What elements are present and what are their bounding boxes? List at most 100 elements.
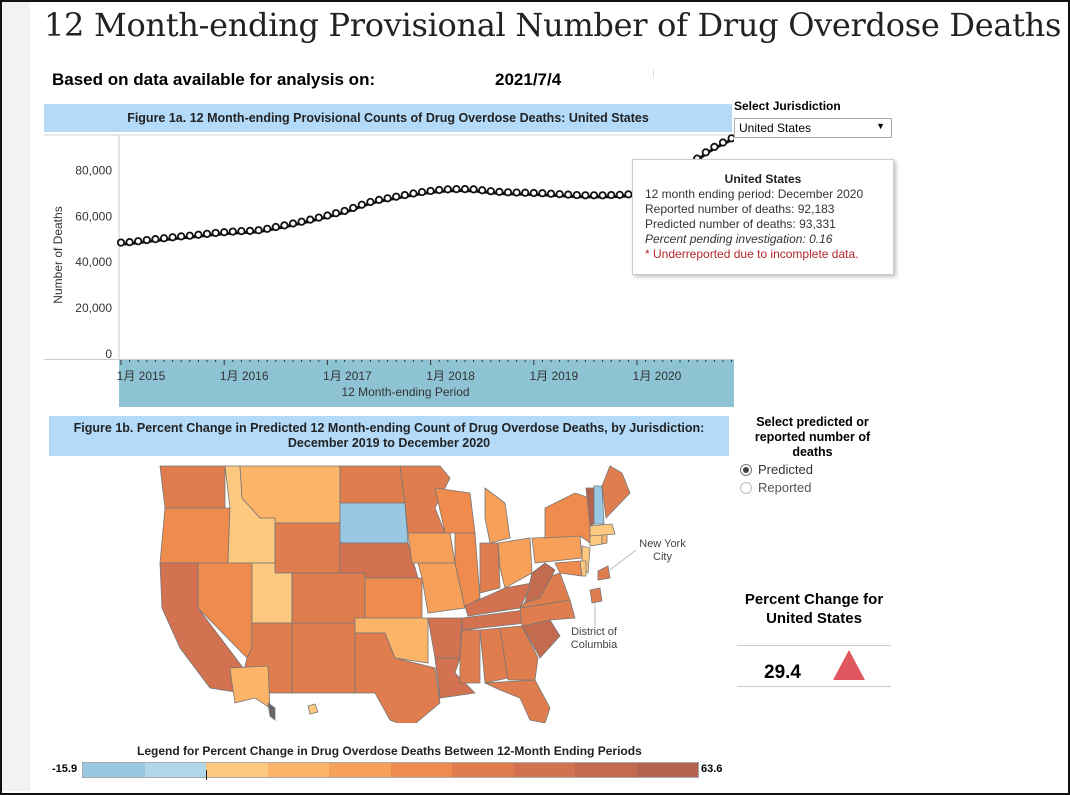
data-point[interactable]	[349, 203, 358, 213]
state-me[interactable]	[601, 465, 631, 519]
state-ne[interactable]	[339, 542, 419, 579]
data-point[interactable]	[177, 232, 186, 241]
data-point[interactable]	[521, 188, 530, 197]
data-point[interactable]	[331, 209, 341, 218]
state-ks[interactable]	[364, 577, 423, 619]
data-point[interactable]	[228, 227, 237, 236]
state-ia[interactable]	[407, 532, 456, 564]
data-point[interactable]	[245, 226, 255, 235]
data-point[interactable]	[486, 187, 495, 196]
data-point[interactable]	[538, 189, 547, 198]
region-dc[interactable]	[589, 587, 603, 604]
data-point[interactable]	[134, 237, 143, 246]
data-point[interactable]	[417, 187, 427, 197]
data-point[interactable]	[589, 191, 599, 200]
state-nh[interactable]	[593, 485, 605, 525]
data-point[interactable]	[254, 226, 263, 235]
state-nd[interactable]	[339, 465, 406, 504]
data-point[interactable]	[624, 190, 633, 199]
state-oh[interactable]	[497, 537, 533, 589]
data-point[interactable]	[598, 191, 607, 200]
state-nm[interactable]	[291, 622, 356, 694]
state-ky[interactable]	[464, 582, 533, 617]
us-choropleth-map[interactable]: New York City District of Columbia	[150, 458, 710, 729]
state-co[interactable]	[291, 572, 366, 624]
region-nyc[interactable]	[597, 565, 611, 581]
data-point[interactable]	[495, 187, 504, 196]
line-chart[interactable]: 1月 2015 1月 2016 1月 2017 1月 2018 1月 2019 1月 20…	[44, 132, 734, 408]
state-pa[interactable]	[531, 535, 583, 564]
data-point[interactable]	[555, 190, 564, 199]
state-ri[interactable]	[601, 533, 608, 545]
data-point[interactable]	[727, 134, 734, 143]
data-point[interactable]	[607, 190, 616, 200]
data-point[interactable]	[142, 235, 151, 245]
state-wy[interactable]	[274, 522, 341, 574]
data-point[interactable]	[314, 213, 323, 222]
data-point[interactable]	[237, 227, 246, 236]
data-point[interactable]	[383, 194, 392, 203]
state-sd[interactable]	[339, 502, 409, 544]
data-point[interactable]	[185, 231, 194, 240]
data-point[interactable]	[220, 228, 229, 237]
data-point[interactable]	[546, 189, 556, 198]
jurisdiction-dropdown[interactable]: United States ▼	[734, 118, 892, 138]
data-point[interactable]	[572, 190, 581, 200]
state-mo[interactable]	[417, 562, 466, 614]
data-point[interactable]	[374, 195, 384, 205]
data-point[interactable]	[271, 222, 280, 232]
data-point[interactable]	[478, 186, 487, 195]
data-point[interactable]	[392, 192, 401, 201]
radio-reported[interactable]: Reported	[740, 480, 811, 495]
data-point[interactable]	[718, 138, 728, 147]
figure-1a-chart[interactable]: 1月 2015 1月 2016 1月 2017 1月 2018 1月 2019 1月 20…	[44, 132, 734, 408]
state-mi[interactable]	[484, 487, 511, 544]
data-point[interactable]	[443, 185, 452, 194]
state-ar[interactable]	[427, 617, 463, 659]
data-point[interactable]	[168, 233, 177, 242]
state-ms[interactable]	[459, 629, 481, 684]
state-wa[interactable]	[159, 465, 226, 509]
radio-predicted[interactable]: Predicted	[740, 462, 813, 477]
data-point[interactable]	[409, 189, 418, 198]
data-point[interactable]	[701, 148, 710, 157]
state-wv[interactable]	[524, 562, 556, 604]
state-or[interactable]	[159, 507, 231, 564]
data-point[interactable]	[512, 188, 521, 197]
state-fl[interactable]	[484, 679, 551, 724]
state-ma[interactable]	[589, 523, 616, 537]
state-ak[interactable]	[229, 665, 271, 709]
data-point[interactable]	[297, 217, 306, 226]
data-point[interactable]	[194, 230, 203, 239]
data-point[interactable]	[340, 206, 349, 216]
state-hi[interactable]	[307, 703, 319, 715]
data-point[interactable]	[400, 190, 409, 200]
data-point[interactable]	[710, 142, 719, 151]
data-point[interactable]	[116, 238, 126, 247]
state-ny[interactable]	[544, 492, 591, 544]
data-point[interactable]	[581, 191, 590, 200]
data-point[interactable]	[288, 219, 298, 228]
state-tx[interactable]	[354, 632, 441, 729]
radio-unselected-icon[interactable]	[740, 481, 752, 494]
data-point[interactable]	[529, 188, 538, 198]
data-point[interactable]	[263, 224, 272, 233]
data-point[interactable]	[280, 221, 289, 230]
radio-selected-icon[interactable]	[740, 463, 752, 476]
data-point[interactable]	[503, 188, 513, 197]
data-point[interactable]	[469, 185, 478, 194]
data-point[interactable]	[125, 238, 134, 247]
state-mn[interactable]	[399, 465, 451, 534]
state-de[interactable]	[579, 560, 587, 577]
data-point[interactable]	[151, 235, 160, 244]
state-in[interactable]	[479, 542, 501, 594]
data-point[interactable]	[159, 234, 169, 243]
data-point[interactable]	[366, 197, 375, 207]
data-point[interactable]	[435, 185, 444, 195]
data-point[interactable]	[452, 185, 461, 194]
data-point[interactable]	[202, 229, 212, 238]
data-point[interactable]	[357, 200, 366, 209]
data-point[interactable]	[211, 228, 220, 238]
data-point[interactable]	[306, 215, 315, 224]
data-point[interactable]	[615, 190, 624, 199]
